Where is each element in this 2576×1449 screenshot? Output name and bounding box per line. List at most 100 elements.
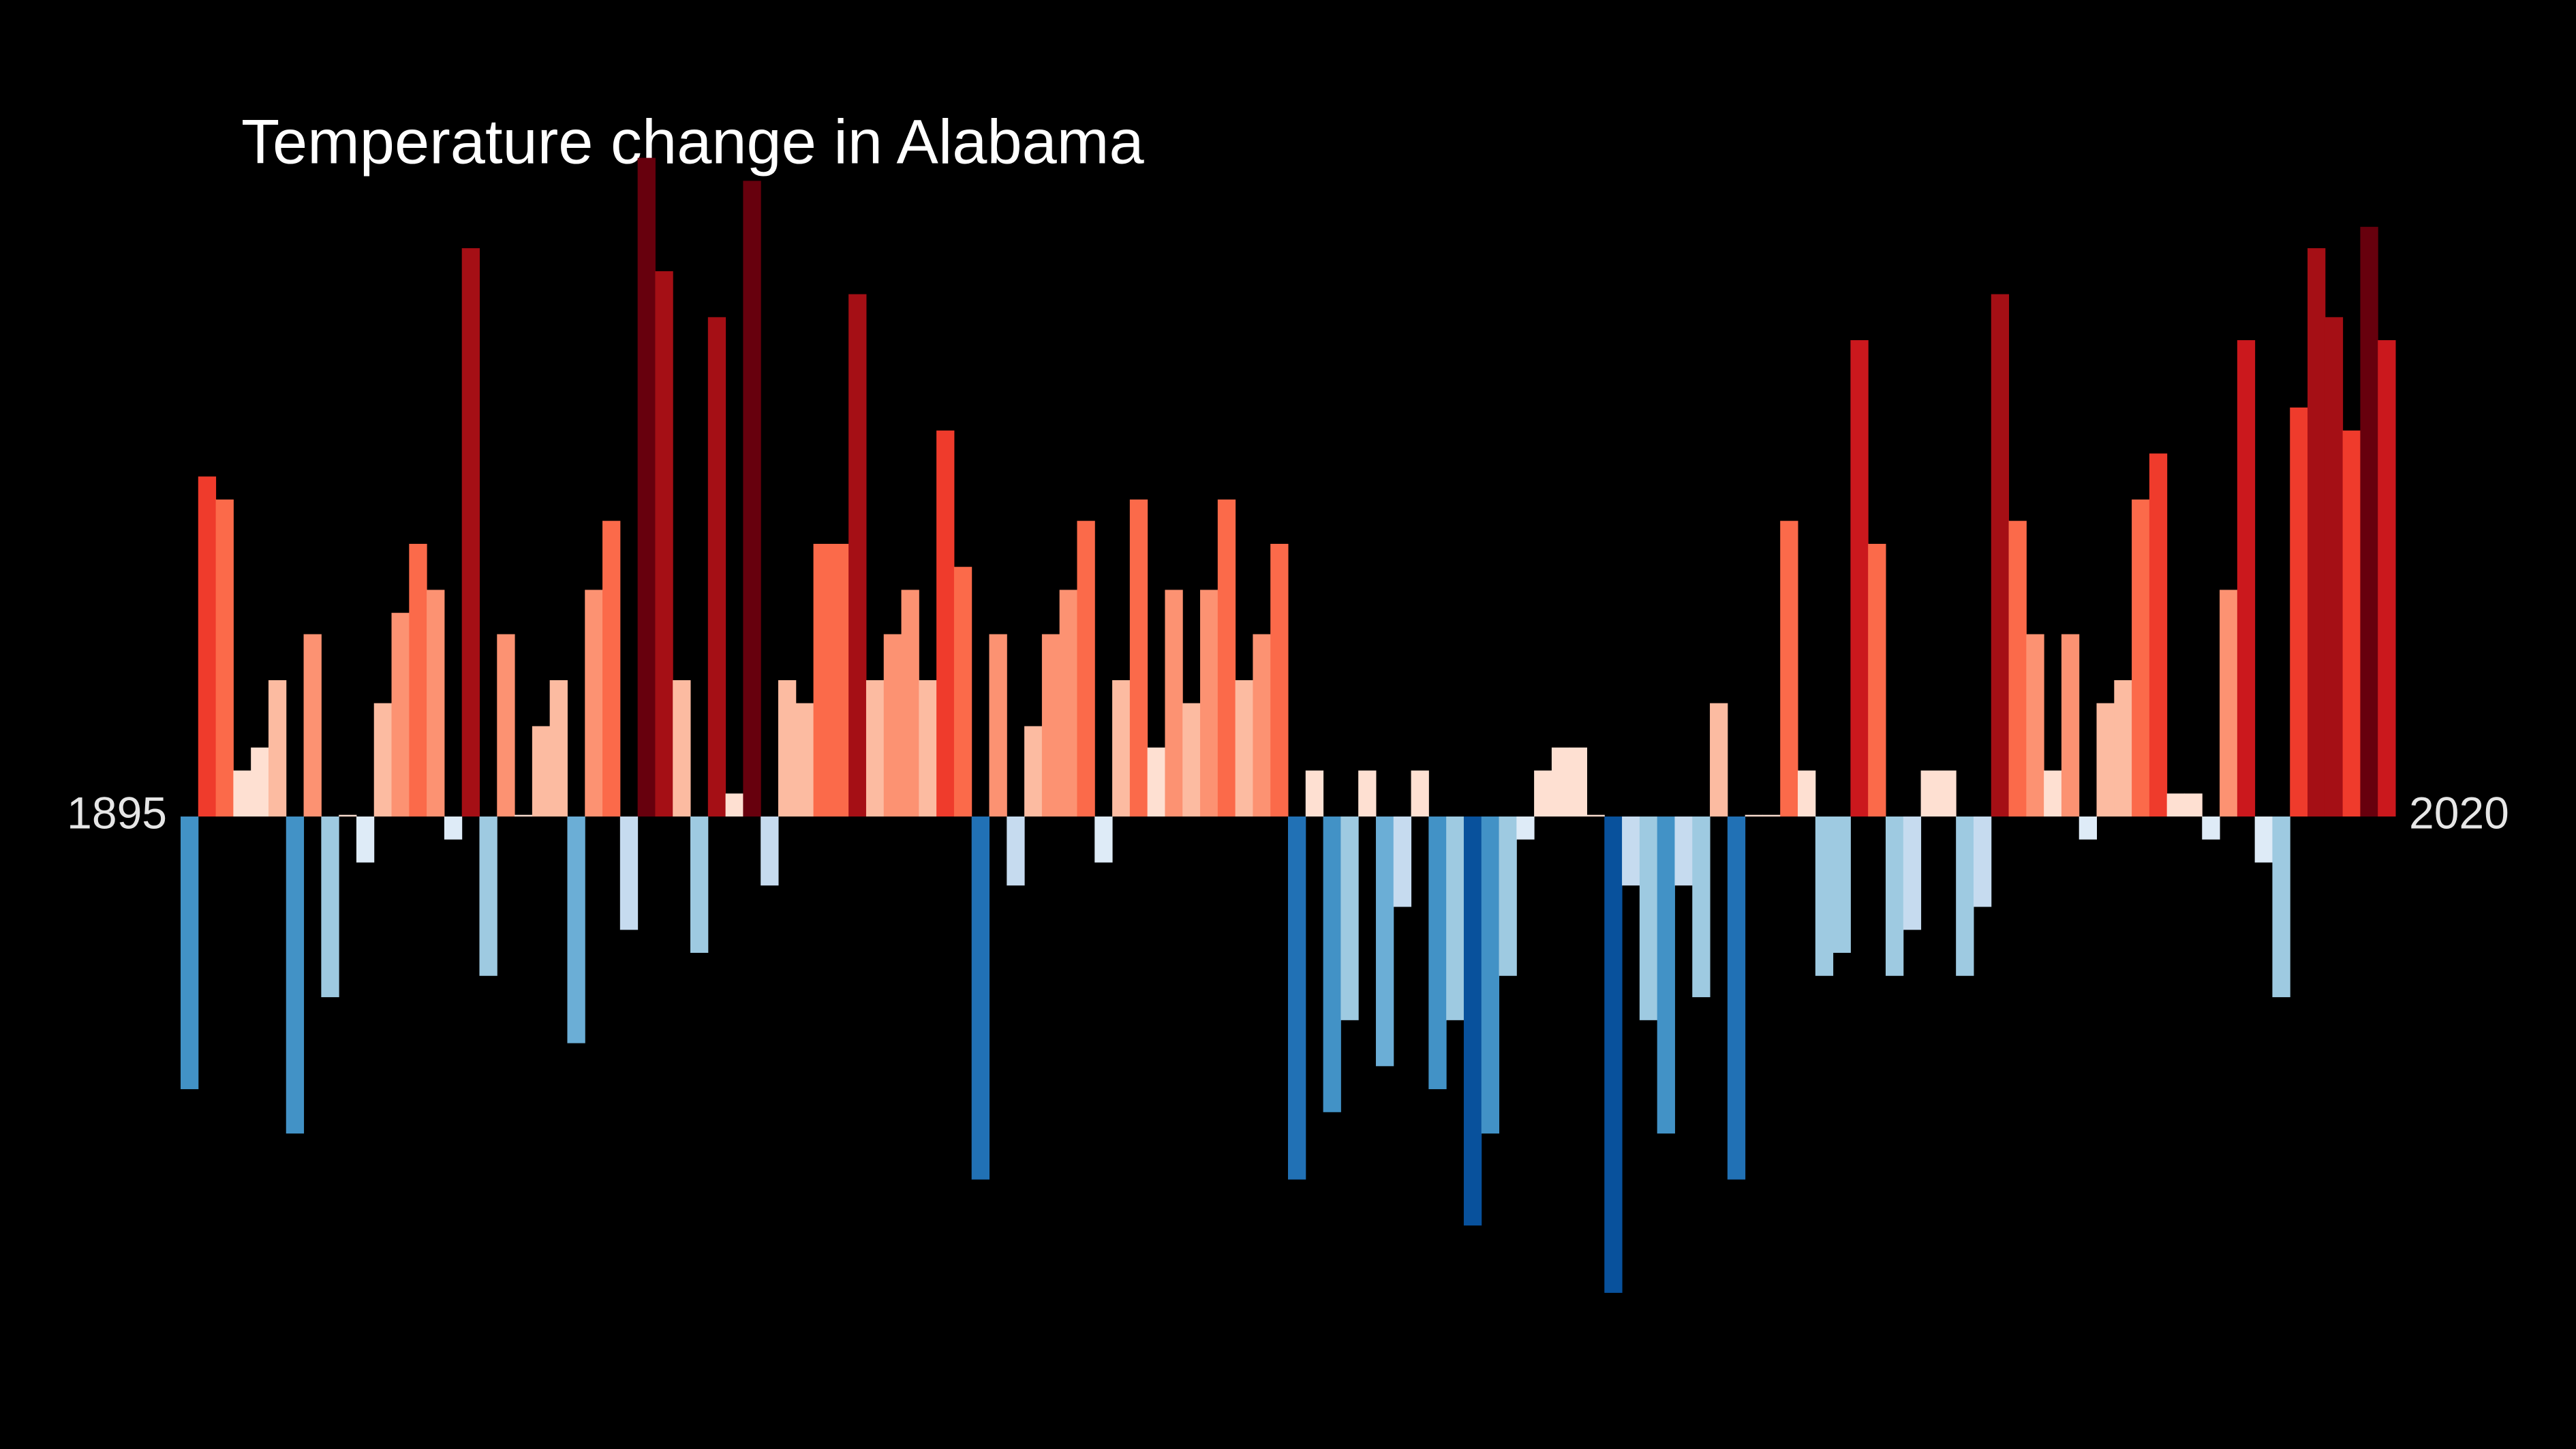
bar [865,680,885,817]
bar [1780,521,1798,817]
bar [1551,747,1570,817]
bar [198,476,217,817]
bar [743,181,761,817]
bar [1727,817,1746,1180]
bar [1622,817,1640,886]
year-label: 1895 [67,787,167,838]
bar [1358,770,1377,817]
bar [1586,814,1605,817]
bar [339,814,357,817]
bar [1534,770,1552,817]
bar [1798,770,1816,817]
bar [1059,590,1077,817]
bar [1340,817,1359,1020]
bar [2254,817,2273,863]
bar [795,703,814,817]
bar [2079,817,2098,840]
bar [2149,453,2168,817]
bar [427,590,445,817]
bar [2290,407,2308,817]
bar [1235,680,1253,817]
bar [2184,793,2203,817]
bar [2132,499,2150,817]
bar [848,294,867,817]
bar [1692,817,1711,998]
bar [1463,817,1482,1226]
bar [1253,634,1271,817]
bar [2378,340,2396,817]
bar [2026,634,2044,817]
bar [1288,817,1306,1180]
bar [1446,817,1465,1020]
bar [901,590,919,817]
bar [1094,817,1113,863]
bar [497,634,515,817]
bar [1885,817,1904,976]
bar [1516,817,1535,840]
bar [1674,817,1693,886]
bar [2360,226,2378,817]
bar [971,817,990,1180]
bar [778,680,797,817]
bar [1868,543,1886,817]
bar [2096,703,2115,817]
bar [321,817,339,998]
bar [391,613,410,817]
bar [585,590,603,817]
bar [233,770,251,817]
bar [1938,770,1957,817]
bar [1147,747,1165,817]
bar [2008,521,2027,817]
bar [549,680,568,817]
bar [1903,817,1922,930]
bar [1217,499,1236,817]
bar [1850,340,1869,817]
bar [479,817,497,976]
bar [989,634,1007,817]
bar [215,499,234,817]
bar [1657,817,1675,1134]
bar [2342,430,2361,817]
bar [1833,817,1851,954]
bar [356,817,375,863]
bar [2272,817,2290,998]
bar [1815,817,1834,976]
bar [2202,817,2220,840]
bar [1165,590,1183,817]
bar [2325,317,2344,817]
bar [813,543,831,817]
bar [655,271,673,817]
bar [1112,680,1131,817]
bar [831,543,849,817]
bar [1639,817,1658,1020]
bar [1604,817,1623,1293]
bar [286,817,305,1134]
bar [953,566,972,817]
bar [707,317,726,817]
bar [1007,817,1025,886]
bar [2061,634,2080,817]
bar [181,817,199,1090]
bar [409,543,427,817]
bar [1393,817,1412,907]
bar [2114,680,2132,817]
bar [936,430,955,817]
bar [1710,703,1728,817]
bar [251,747,269,817]
bar [1745,814,1763,817]
bar [373,703,393,817]
bar [1499,817,1517,976]
bar [1973,817,1992,907]
year-label: 2020 [2409,787,2509,838]
bar [444,817,463,840]
bar [1077,521,1095,817]
bar [1569,747,1587,817]
bar [1991,294,2010,817]
bar [1200,590,1218,817]
bar [1411,770,1429,817]
bar [1762,814,1781,817]
bar [602,521,621,817]
bar [461,248,480,817]
bar [1129,499,1148,817]
bar [1375,817,1394,1067]
